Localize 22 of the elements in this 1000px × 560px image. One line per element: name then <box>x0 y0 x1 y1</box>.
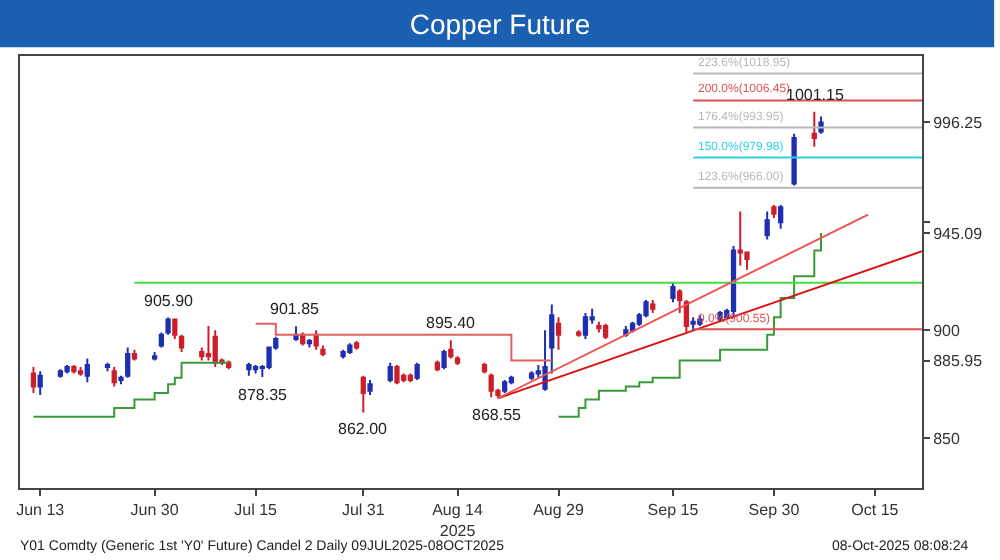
y-tick-label: 850 <box>933 429 961 448</box>
y-tick-label: 900 <box>933 321 961 340</box>
x-tick-label: Aug 29 <box>533 501 585 520</box>
x-tick-label: Sep 30 <box>748 501 801 520</box>
annotation: 868.55 <box>472 406 523 424</box>
x-tick-label: Jul 15 <box>234 501 279 520</box>
x-tick-label: Jun 13 <box>16 501 66 520</box>
y-tick-label: 945.09 <box>933 224 984 243</box>
x-tick-label: Aug 14 2025 <box>432 501 484 540</box>
x-tick-label: Jun 30 <box>130 501 180 520</box>
annotation: 905.90 <box>144 292 195 310</box>
annotation: 862.00 <box>338 420 389 438</box>
y-tick-label: 996.25 <box>933 114 984 133</box>
chart-title: Copper Future <box>409 7 591 40</box>
annotation: 878.35 <box>238 386 289 404</box>
annotation: 1001.15 <box>786 86 845 104</box>
annotation: 895.40 <box>426 314 477 332</box>
y-tick-label: 885.95 <box>933 352 984 371</box>
annotation: 901.85 <box>270 300 321 318</box>
x-tick-label: Sep 15 <box>647 501 700 520</box>
x-tick-label: Oct 15 <box>851 501 900 520</box>
x-tick-label: Jul 31 <box>341 501 386 520</box>
